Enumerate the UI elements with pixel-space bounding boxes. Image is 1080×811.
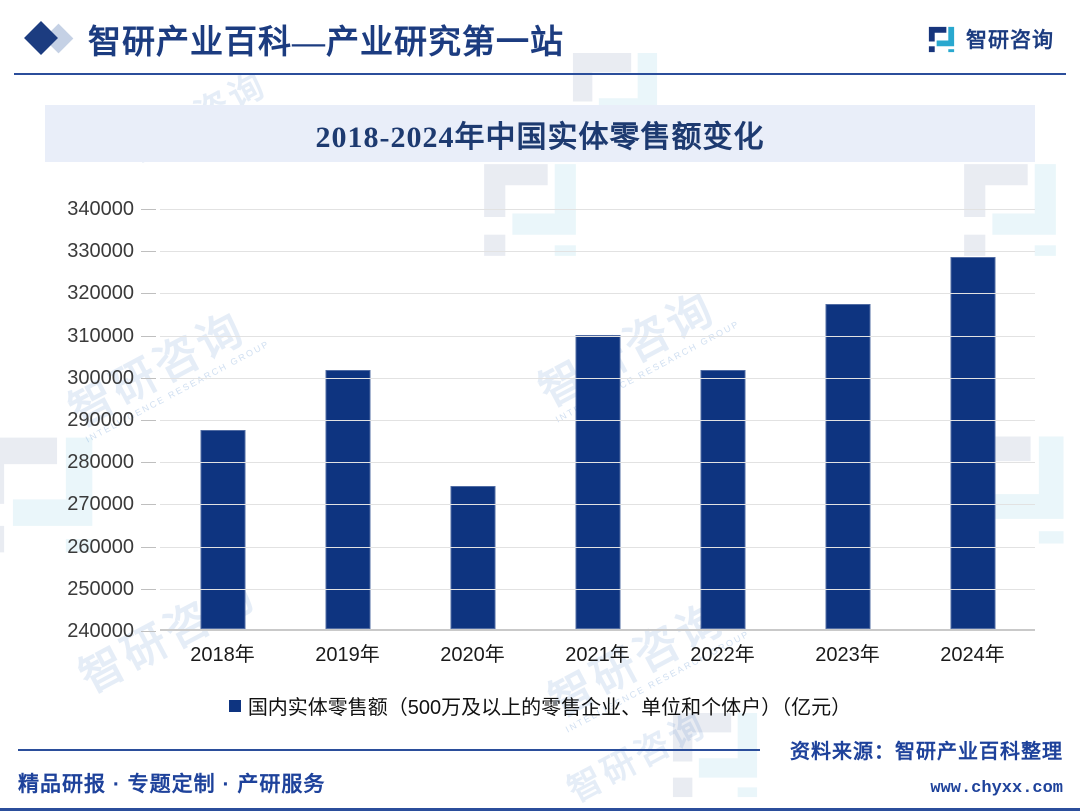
y-tick-label: 270000	[67, 493, 134, 516]
y-tick-mark	[141, 293, 156, 295]
y-tick-label: 330000	[67, 240, 134, 263]
data-source-text: 资料来源：智研产业百科整理	[790, 741, 1063, 763]
gridline	[160, 377, 1035, 379]
bar-2024年	[950, 257, 995, 629]
bar-slot	[410, 209, 535, 629]
y-tick-label: 300000	[67, 366, 134, 389]
footer-services-text: 精品研报 · 专题定制 · 产研服务	[18, 773, 326, 796]
x-tick-label: 2020年	[440, 644, 505, 666]
legend-swatch	[228, 699, 241, 712]
x-tick-label: 2024年	[940, 644, 1005, 666]
x-tick-label: 2023年	[815, 644, 880, 666]
gridline	[160, 420, 1035, 421]
gridline	[160, 546, 1035, 548]
gridline	[160, 588, 1035, 590]
bar-2023年	[825, 304, 870, 629]
footer-divider	[18, 748, 760, 751]
gridline	[160, 335, 1035, 337]
bar-slot	[160, 209, 285, 629]
gridline	[160, 504, 1035, 506]
y-tick-label: 320000	[67, 282, 134, 305]
x-tick-label: 2019年	[315, 644, 380, 666]
y-tick-mark	[141, 504, 156, 506]
header-divider	[14, 73, 1066, 75]
site-title: 智研产业百科—产业研究第一站	[88, 25, 564, 61]
plot-area	[160, 209, 1035, 631]
footer-website-text: www.chyxx.com	[930, 779, 1063, 798]
y-tick-mark	[141, 251, 156, 253]
footer: 资料来源：智研产业百科整理 精品研报 · 专题定制 · 产研服务 www.chy…	[0, 735, 1080, 798]
x-tick-label: 2021年	[565, 644, 630, 666]
y-tick-mark	[141, 631, 156, 632]
y-tick-mark	[141, 588, 156, 590]
bar-chart: 340000 330000 320000 310000 300000 290000 2800…	[0, 199, 1080, 641]
diamond-dark-icon	[24, 21, 58, 55]
brand-diamond-icon	[24, 21, 78, 56]
bar-slot	[910, 209, 1035, 629]
legend-label: 国内实体零售额（500万及以上的零售企业、单位和个体户）（亿元）	[247, 697, 852, 719]
bar-2020年	[450, 486, 495, 629]
bar-2018年	[200, 429, 245, 629]
gridline	[160, 293, 1035, 295]
bar-2022年	[700, 370, 745, 629]
bars	[160, 209, 1035, 629]
bar-2021年	[575, 335, 620, 629]
y-tick-label: 250000	[67, 577, 134, 600]
y-tick-mark	[141, 209, 156, 210]
gridline	[160, 251, 1035, 253]
x-axis: 2018年 2019年 2020年 2021年 2022年 2023年 2024年	[160, 638, 1035, 667]
y-tick-label: 260000	[67, 535, 134, 558]
y-tick-label: 280000	[67, 451, 134, 474]
gridline	[160, 462, 1035, 464]
gridline	[160, 209, 1035, 210]
chart-title: 2018-2024年中国实体零售额变化	[315, 120, 765, 154]
x-tick-label: 2018年	[190, 644, 255, 666]
bar-slot	[285, 209, 410, 629]
y-tick-mark	[141, 546, 156, 548]
y-tick-mark	[141, 420, 156, 421]
bar-2019年	[325, 370, 370, 629]
header: 智研产业百科—产业研究第一站 智研咨询	[0, 0, 1080, 73]
x-tick-label: 2022年	[690, 644, 755, 666]
y-tick-label: 240000	[67, 620, 134, 642]
company-logo-icon	[925, 23, 958, 56]
y-tick-mark	[141, 462, 156, 464]
chart-legend: 国内实体零售额（500万及以上的零售企业、单位和个体户）（亿元）	[0, 691, 1080, 720]
y-tick-mark	[141, 377, 156, 379]
y-tick-label: 310000	[67, 324, 134, 347]
y-tick-label: 340000	[67, 198, 134, 220]
y-tick-label: 290000	[67, 409, 134, 431]
company-logo-text: 智研咨询	[966, 29, 1054, 52]
y-axis: 340000 330000 320000 310000 300000 290000 2800…	[0, 199, 160, 641]
y-tick-mark	[141, 335, 156, 337]
chart-title-banner: 2018-2024年中国实体零售额变化	[45, 105, 1035, 162]
bar-slot	[785, 209, 910, 629]
bar-slot	[660, 209, 785, 629]
bar-slot	[535, 209, 660, 629]
company-logo: 智研咨询	[925, 23, 1058, 56]
